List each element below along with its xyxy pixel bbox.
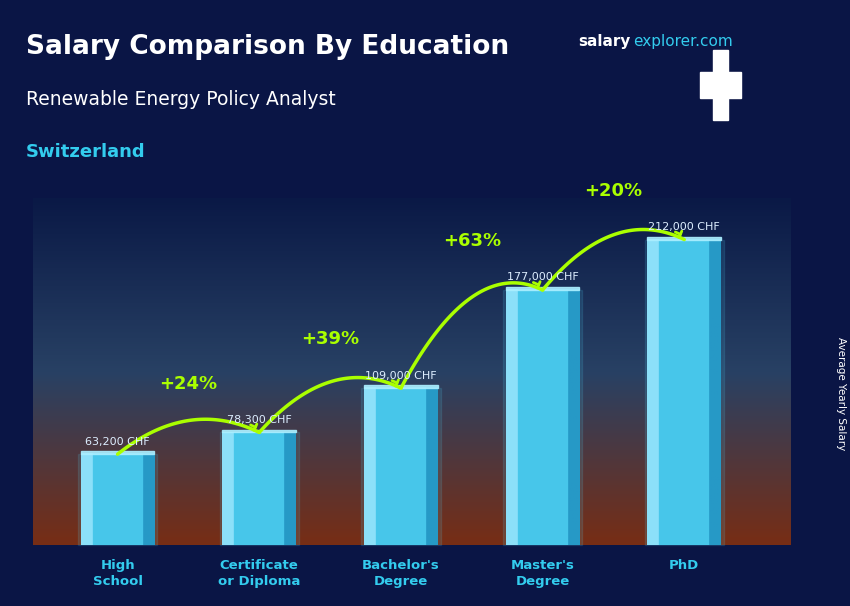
- Bar: [219, 433, 299, 545]
- Bar: [81, 451, 155, 454]
- Text: 212,000 CHF: 212,000 CHF: [649, 222, 720, 232]
- Text: +39%: +39%: [301, 330, 360, 348]
- Text: explorer.com: explorer.com: [633, 34, 733, 49]
- Bar: [506, 287, 580, 290]
- Text: 78,300 CHF: 78,300 CHF: [227, 415, 292, 425]
- Text: Salary Comparison By Education: Salary Comparison By Education: [26, 34, 508, 60]
- Bar: [503, 290, 582, 545]
- Text: Switzerland: Switzerland: [26, 142, 145, 161]
- Bar: [223, 430, 296, 433]
- Text: 109,000 CHF: 109,000 CHF: [366, 370, 437, 381]
- Text: PhD: PhD: [669, 559, 700, 572]
- Text: +20%: +20%: [584, 182, 643, 200]
- Bar: [648, 237, 721, 239]
- Text: Renewable Energy Policy Analyst: Renewable Energy Policy Analyst: [26, 90, 335, 109]
- Bar: [712, 50, 728, 120]
- Text: Average Yearly Salary: Average Yearly Salary: [836, 338, 846, 450]
- Text: 63,200 CHF: 63,200 CHF: [85, 436, 150, 447]
- Text: 177,000 CHF: 177,000 CHF: [507, 272, 579, 282]
- Bar: [644, 239, 724, 545]
- Text: salary: salary: [578, 34, 631, 49]
- Bar: [364, 385, 438, 388]
- Text: High
School: High School: [93, 559, 143, 588]
- Text: Bachelor's
Degree: Bachelor's Degree: [362, 559, 439, 588]
- Bar: [361, 388, 440, 545]
- Text: +24%: +24%: [159, 375, 218, 393]
- Text: +63%: +63%: [443, 232, 501, 250]
- Bar: [700, 72, 741, 98]
- Bar: [78, 454, 157, 545]
- Text: Certificate
or Diploma: Certificate or Diploma: [218, 559, 300, 588]
- Text: Master's
Degree: Master's Degree: [511, 559, 575, 588]
